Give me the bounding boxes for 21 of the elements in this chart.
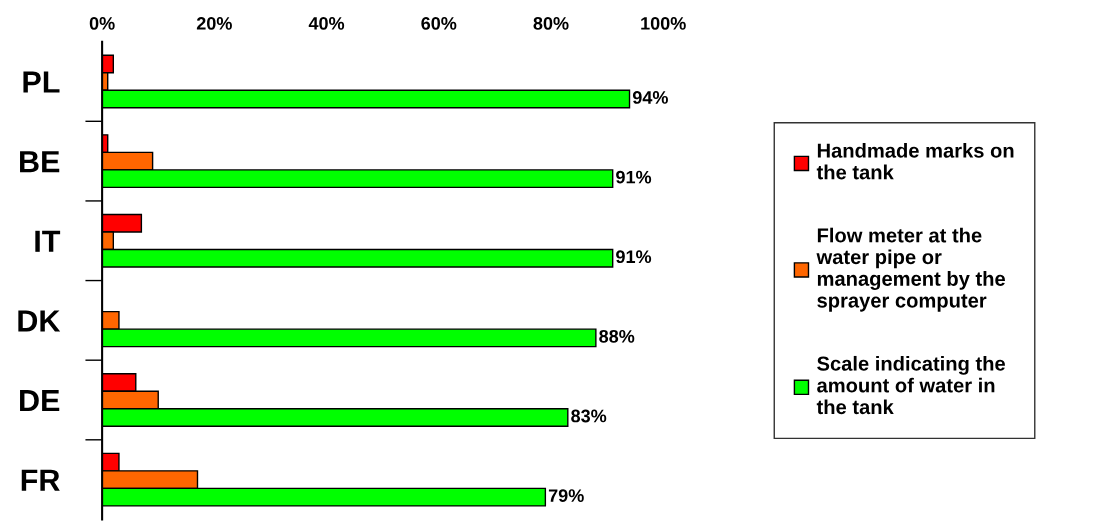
data-label: 79% — [548, 489, 584, 502]
x-tick-label: 60% — [421, 16, 457, 30]
legend-label: Handmade marks on the tank — [816, 142, 1014, 180]
x-tick-label: 40% — [308, 16, 345, 30]
y-tick-label: FR — [21, 469, 60, 491]
y-tick-label: IT — [35, 230, 61, 252]
data-label: 83% — [571, 409, 607, 423]
y-tick-label: DE — [20, 390, 60, 412]
x-tick-label: 0% — [89, 16, 115, 30]
x-tick-label: 100% — [641, 16, 686, 30]
x-tick-label: 20% — [196, 16, 232, 30]
y-tick-label: BE — [20, 151, 60, 173]
y-tick-label: DK — [18, 310, 61, 332]
data-label: 88% — [599, 329, 635, 343]
x-tick-label: 80% — [533, 16, 569, 30]
y-tick-label: PL — [23, 71, 60, 93]
legend-label: Flow meter at the water pipe or management by the sprayer computer — [816, 227, 1005, 312]
data-label: 91% — [616, 170, 652, 184]
data-label: 94% — [632, 91, 668, 104]
data-label: 91% — [616, 250, 652, 264]
legend-label: Scale indicating the amount of water in the tank — [816, 355, 1005, 415]
